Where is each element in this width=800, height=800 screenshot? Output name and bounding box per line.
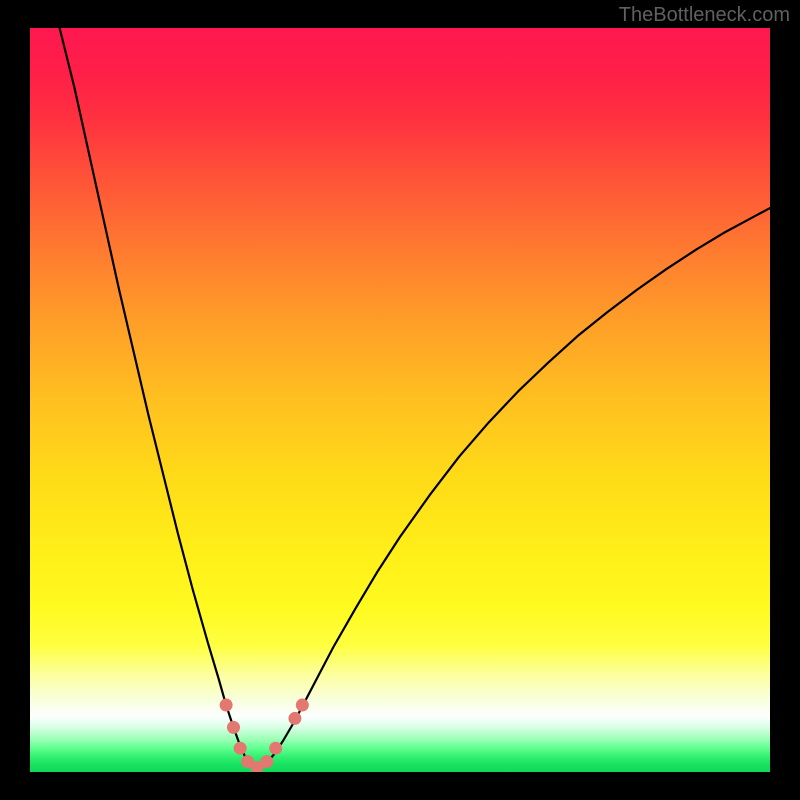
marker-point	[288, 712, 301, 725]
marker-point	[296, 699, 309, 712]
plot-svg	[30, 28, 770, 772]
marker-point	[227, 721, 240, 734]
chart-container: TheBottleneck.com	[0, 0, 800, 800]
plot-area	[30, 28, 770, 772]
marker-point	[234, 742, 247, 755]
marker-point	[220, 699, 233, 712]
watermark-text: TheBottleneck.com	[619, 4, 790, 27]
gradient-background	[30, 28, 770, 772]
marker-point	[269, 742, 282, 755]
marker-point	[260, 755, 273, 768]
